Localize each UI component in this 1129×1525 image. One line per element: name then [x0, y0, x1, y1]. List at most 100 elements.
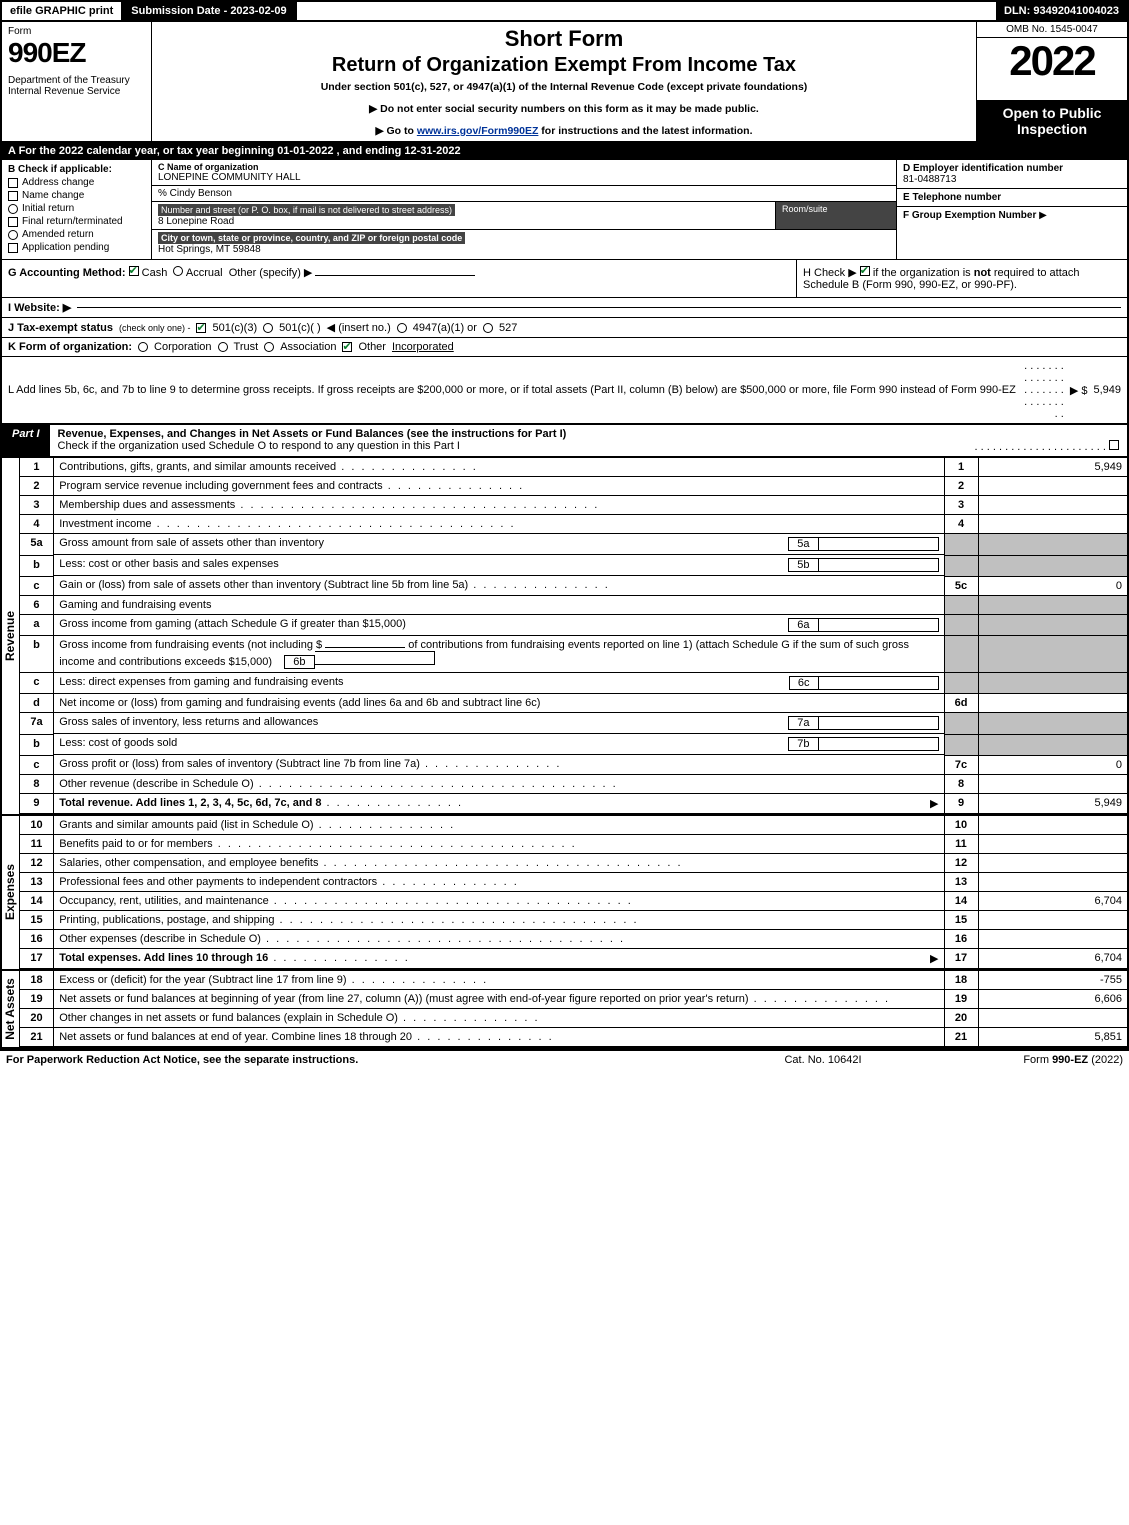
top-bar: efile GRAPHIC print Submission Date - 20… — [0, 0, 1129, 22]
checkbox-icon[interactable] — [860, 266, 870, 276]
netassets-table: 18Excess or (deficit) for the year (Subt… — [20, 971, 1129, 1047]
line-21: 21Net assets or fund balances at end of … — [20, 1027, 1128, 1046]
info-grid: B Check if applicable: Address change Na… — [0, 160, 1129, 259]
chk-initial-return[interactable]: Initial return — [8, 203, 145, 214]
expenses-group: Expenses 10Grants and similar amounts pa… — [0, 814, 1129, 969]
line-desc: Total revenue. Add lines 1, 2, 3, 4, 5c,… — [59, 797, 321, 809]
section-d: D Employer identification number 81-0488… — [897, 160, 1127, 189]
line-18: 18Excess or (deficit) for the year (Subt… — [20, 971, 1128, 990]
inner-box-val[interactable] — [819, 558, 939, 572]
irs-link[interactable]: www.irs.gov/Form990EZ — [417, 125, 539, 137]
revenue-vertical-label: Revenue — [0, 458, 20, 814]
org-name: LONEPINE COMMUNITY HALL — [158, 172, 890, 183]
inner-box-val[interactable] — [819, 618, 939, 632]
line-7b: bLess: cost of goods sold7b — [20, 734, 1128, 755]
chk-name-change[interactable]: Name change — [8, 190, 145, 201]
footer-right-post: (2022) — [1088, 1054, 1123, 1066]
arrow-icon: ▶ — [930, 797, 938, 810]
open-inspection: Open to Public Inspection — [977, 101, 1127, 141]
expenses-table: 10Grants and similar amounts paid (list … — [20, 816, 1129, 969]
gh-row: G Accounting Method: Cash Accrual Other … — [0, 259, 1129, 297]
footer-right-pre: Form — [1023, 1054, 1052, 1066]
chk-final-return[interactable]: Final return/terminated — [8, 216, 145, 227]
line-6d: dNet income or (loss) from gaming and fu… — [20, 694, 1128, 713]
radio-icon[interactable] — [138, 342, 148, 352]
chk-application-pending[interactable]: Application pending — [8, 242, 145, 253]
h-not: not — [974, 267, 991, 279]
topbar-spacer — [297, 2, 996, 20]
inner-box-val[interactable] — [819, 716, 939, 730]
chk-address-change[interactable]: Address change — [8, 177, 145, 188]
j-insert: ◀ (insert no.) — [327, 321, 391, 334]
line-6b: bGross income from fundraising events (n… — [20, 636, 1128, 673]
section-b: B Check if applicable: Address change Na… — [2, 160, 152, 259]
chk-label: Name change — [22, 190, 84, 201]
chk-amended[interactable]: Amended return — [8, 229, 145, 240]
inner-box-val[interactable] — [819, 537, 939, 551]
g-other-blank[interactable] — [315, 275, 475, 276]
radio-icon[interactable] — [263, 323, 273, 333]
line-2: 2Program service revenue including gover… — [20, 477, 1128, 496]
j-4947: 4947(a)(1) or — [413, 322, 477, 334]
k-corp: Corporation — [154, 341, 211, 353]
checkbox-icon[interactable] — [342, 342, 352, 352]
section-h: H Check ▶ if the organization is not req… — [797, 260, 1127, 297]
section-g: G Accounting Method: Cash Accrual Other … — [2, 260, 797, 297]
line-desc: Net assets or fund balances at end of ye… — [59, 1031, 412, 1043]
checkbox-icon — [8, 243, 18, 253]
vlabel-text: Expenses — [3, 864, 17, 920]
inner-box-val[interactable] — [819, 676, 939, 690]
radio-icon[interactable] — [264, 342, 274, 352]
inner-box-val[interactable] — [315, 651, 435, 665]
radio-icon[interactable] — [218, 342, 228, 352]
org-name-label: C Name of organization — [158, 162, 890, 172]
line-desc: Less: cost of goods sold — [59, 737, 788, 751]
h-pre: H Check ▶ — [803, 267, 860, 279]
revenue-group: Revenue 1Contributions, gifts, grants, a… — [0, 458, 1129, 814]
line-a: A For the 2022 calendar year, or tax yea… — [0, 143, 1129, 160]
footer-left: For Paperwork Reduction Act Notice, see … — [6, 1054, 723, 1066]
inner-box-val[interactable] — [819, 737, 939, 751]
line-desc: Membership dues and assessments — [59, 499, 235, 511]
website-blank[interactable] — [77, 307, 1121, 308]
checkbox-icon[interactable] — [1109, 440, 1119, 450]
blank-field[interactable] — [325, 647, 405, 648]
efile-label: efile GRAPHIC print — [2, 2, 123, 20]
street-cell: Number and street (or P. O. box, if mail… — [152, 202, 776, 230]
line-6a: aGross income from gaming (attach Schedu… — [20, 614, 1128, 636]
website-label: I Website: ▶ — [8, 301, 71, 314]
city-label: City or town, state or province, country… — [158, 232, 465, 244]
line-desc: Less: direct expenses from gaming and fu… — [59, 676, 789, 690]
inner-box-label: 6b — [284, 655, 314, 669]
form-header: Form 990EZ Department of the Treasury In… — [0, 22, 1129, 143]
checkbox-icon — [8, 178, 18, 188]
checkbox-icon[interactable] — [196, 323, 206, 333]
line-11: 11Benefits paid to or for members11 — [20, 834, 1128, 853]
inner-box-label: 5b — [788, 558, 818, 572]
checkbox-icon[interactable] — [129, 266, 139, 276]
section-k: K Form of organization: Corporation Trus… — [0, 337, 1129, 356]
inner-box-label: 6a — [788, 618, 818, 632]
header-right: OMB No. 1545-0047 2022 Open to Public In… — [977, 22, 1127, 141]
line-desc: Program service revenue including govern… — [59, 480, 382, 492]
line-6c: cLess: direct expenses from gaming and f… — [20, 672, 1128, 694]
section-l: L Add lines 5b, 6c, and 7b to line 9 to … — [0, 356, 1129, 424]
group-exempt-label: F Group Exemption Number — [903, 210, 1036, 221]
dept-label: Department of the Treasury Internal Reve… — [8, 75, 145, 97]
h-mid: if the organization is — [870, 267, 974, 279]
k-other-value: Incorporated — [392, 341, 454, 353]
part-tag: Part I — [2, 425, 50, 456]
inner-box-label: 7b — [788, 737, 818, 751]
line-desc: Benefits paid to or for members — [59, 838, 212, 850]
radio-icon[interactable] — [483, 323, 493, 333]
section-e: E Telephone number — [897, 189, 1127, 207]
line-desc: Total expenses. Add lines 10 through 16 — [59, 952, 268, 964]
k-assoc: Association — [280, 341, 336, 353]
radio-icon[interactable] — [173, 266, 183, 276]
radio-icon[interactable] — [397, 323, 407, 333]
line-10: 10Grants and similar amounts paid (list … — [20, 816, 1128, 835]
form-word: Form — [8, 26, 145, 37]
line-desc: Gain or (loss) from sale of assets other… — [59, 579, 468, 591]
instr-link-row: ▶ Go to www.irs.gov/Form990EZ for instru… — [160, 125, 968, 137]
line-desc: Salaries, other compensation, and employ… — [59, 857, 318, 869]
